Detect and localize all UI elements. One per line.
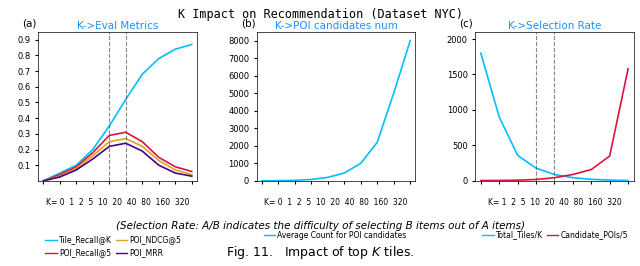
Legend: Total_Tiles/K, Candidate_POIs/5: Total_Tiles/K, Candidate_POIs/5 [479, 227, 631, 243]
Text: (Selection Rate: A/B indicates the difficulty of selecting B items out of A item: (Selection Rate: A/B indicates the diffi… [115, 221, 525, 231]
Text: (a): (a) [22, 19, 37, 29]
Text: K Impact on Recommendation (Dataset NYC): K Impact on Recommendation (Dataset NYC) [177, 8, 463, 21]
Text: K= 0  1  2  5  10  20  40  80  160  320: K= 0 1 2 5 10 20 40 80 160 320 [46, 198, 189, 207]
Text: (b): (b) [241, 19, 255, 29]
Text: Fig. 11.   Impact of top $K$ tiles.: Fig. 11. Impact of top $K$ tiles. [226, 244, 414, 261]
Text: K= 0  1  2  5  10  20  40  80  160  320: K= 0 1 2 5 10 20 40 80 160 320 [264, 198, 408, 207]
Legend: Tile_Recall@K, POI_Recall@5, POI_NDCG@5, POI_MRR: Tile_Recall@K, POI_Recall@5, POI_NDCG@5,… [42, 232, 184, 260]
Text: (c): (c) [460, 19, 473, 29]
Title: K->POI candidates num: K->POI candidates num [275, 21, 397, 31]
Legend: Average Count for POI candidates: Average Count for POI candidates [260, 227, 410, 243]
Text: K= 1  2  5  10  20  40  80  160  320: K= 1 2 5 10 20 40 80 160 320 [488, 198, 621, 207]
Title: K->Eval Metrics: K->Eval Metrics [77, 21, 158, 31]
Title: K->Selection Rate: K->Selection Rate [508, 21, 601, 31]
